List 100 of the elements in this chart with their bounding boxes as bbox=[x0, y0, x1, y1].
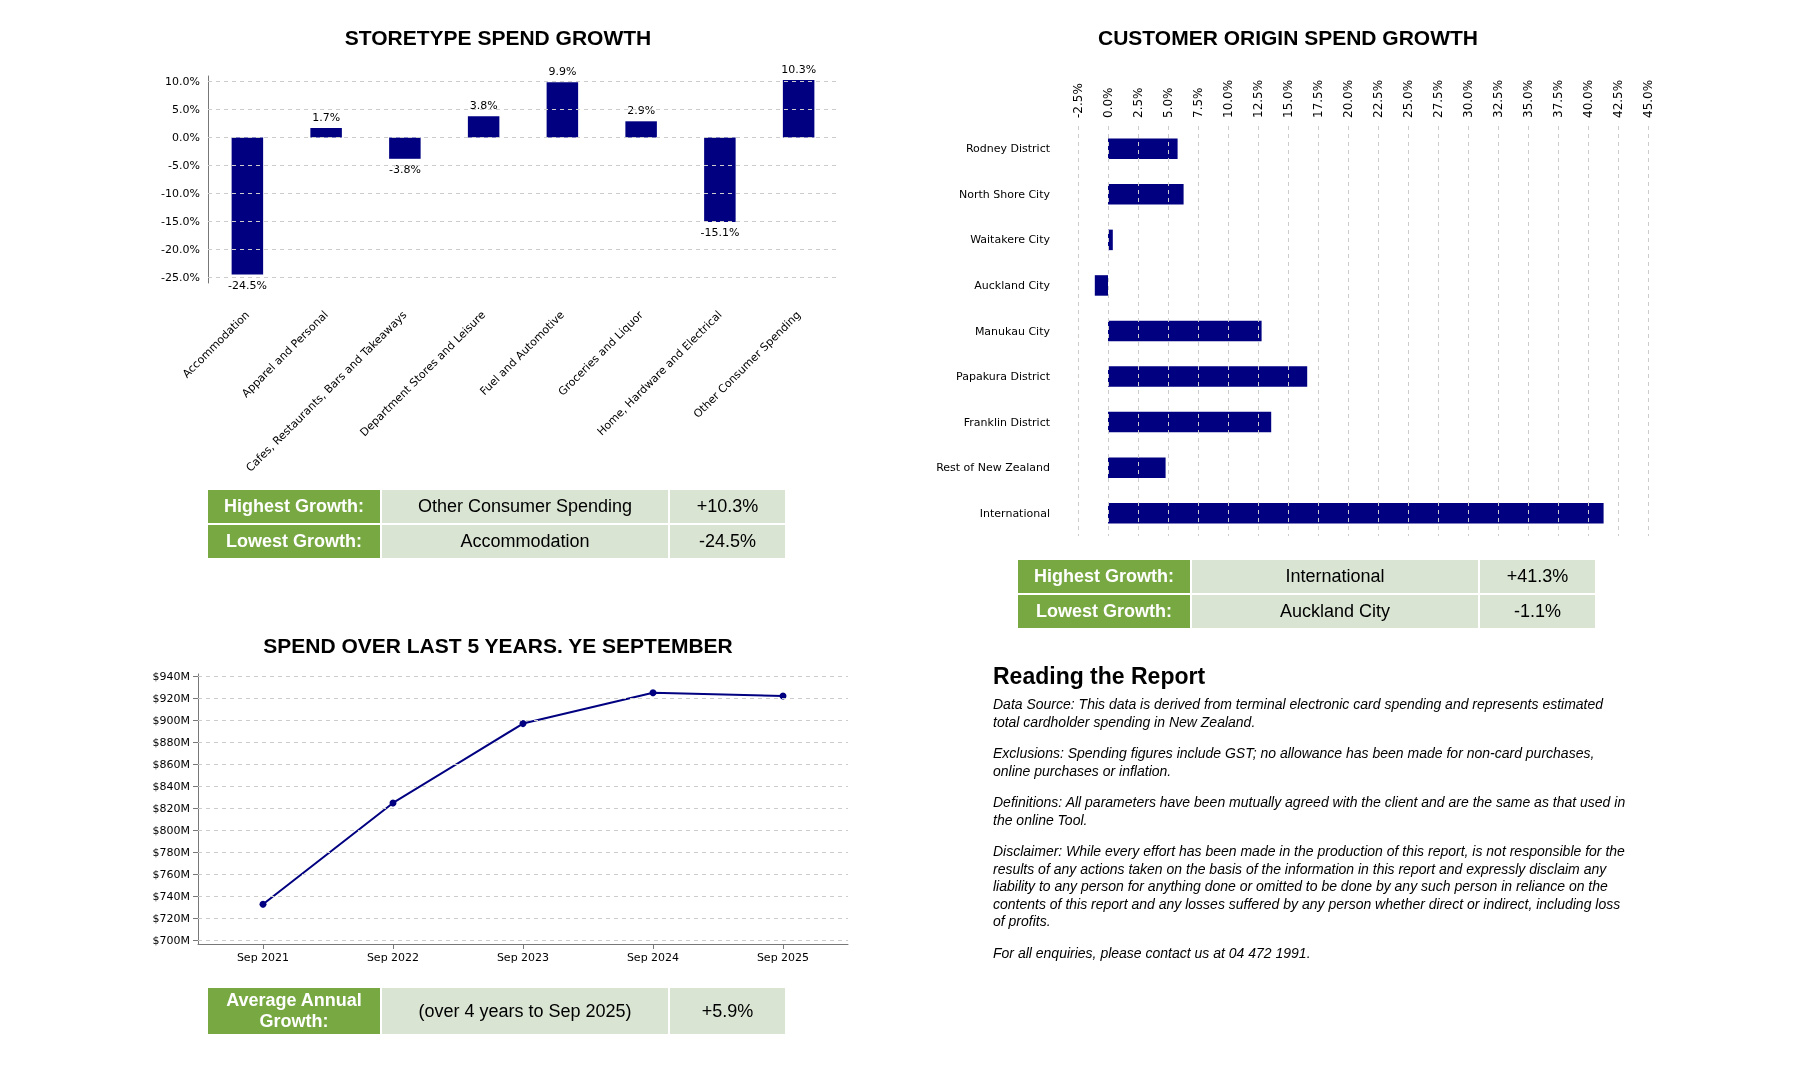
y-tick-label: Rodney District bbox=[965, 142, 1051, 156]
y-tick-label: $900M bbox=[152, 713, 190, 727]
y-tick-label: Rest of New Zealand bbox=[936, 461, 1050, 475]
x-tick-label: 35.0% bbox=[1521, 79, 1535, 118]
x-tick-label: 27.5% bbox=[1431, 79, 1445, 118]
bar bbox=[1108, 366, 1308, 387]
text: Lowest Growth: bbox=[1018, 595, 1190, 628]
y-tick-label: -20.0% bbox=[161, 242, 200, 256]
y-tick-label: Auckland City bbox=[974, 278, 1051, 292]
y-tick-label: $940M bbox=[152, 669, 190, 683]
bar bbox=[467, 116, 500, 138]
text: Accommodation bbox=[382, 525, 668, 558]
x-tick-label: 22.5% bbox=[1371, 79, 1385, 118]
bar bbox=[389, 137, 421, 159]
x-tick-label: 42.5% bbox=[1611, 79, 1625, 118]
text: -1.1% bbox=[1480, 595, 1595, 628]
x-tick-label: Sep 2025 bbox=[756, 951, 810, 964]
data-label: 10.3% bbox=[781, 62, 817, 76]
text: Auckland City bbox=[1192, 595, 1478, 628]
y-tick-label: $760M bbox=[152, 868, 190, 882]
y-tick-label: $840M bbox=[152, 779, 190, 793]
chart-title: STORETYPE SPEND GROWTH bbox=[343, 26, 653, 51]
bar bbox=[1108, 320, 1262, 342]
bar bbox=[231, 137, 264, 275]
x-tick-label: 32.5% bbox=[1491, 79, 1505, 118]
data-label: 1.7% bbox=[312, 111, 341, 125]
text: Lowest Growth: bbox=[208, 525, 380, 558]
data-label: -24.5% bbox=[227, 278, 267, 292]
y-tick-label: International bbox=[979, 506, 1050, 520]
text: Reading the Report bbox=[993, 663, 1207, 690]
x-tick-label: 17.5% bbox=[1311, 79, 1325, 118]
x-tick-label: Sep 2021 bbox=[236, 951, 290, 964]
text: (over 4 years to Sep 2025) bbox=[382, 988, 668, 1034]
y-tick-label: -25.0% bbox=[161, 270, 200, 284]
bar bbox=[1108, 502, 1604, 524]
y-tick-label: $800M bbox=[152, 823, 190, 837]
y-tick-label: -10.0% bbox=[161, 186, 200, 200]
bar bbox=[1108, 457, 1166, 478]
x-tick-label: 7.5% bbox=[1191, 87, 1205, 118]
y-tick-label: 0.0% bbox=[172, 131, 200, 145]
y-tick-label: $820M bbox=[152, 801, 190, 815]
bar bbox=[546, 82, 579, 138]
text: -24.5% bbox=[670, 525, 785, 558]
x-tick-label: 30.0% bbox=[1461, 79, 1475, 118]
bar bbox=[1108, 184, 1184, 205]
point bbox=[649, 689, 657, 697]
x-tick-label: -2.5% bbox=[1071, 83, 1085, 118]
text: International bbox=[1192, 560, 1478, 593]
x-tick-label: 40.0% bbox=[1581, 79, 1595, 118]
bar bbox=[782, 79, 815, 138]
x-tick-label: 10.0% bbox=[1221, 79, 1235, 118]
y-tick-label: $740M bbox=[152, 890, 190, 904]
text: +10.3% bbox=[670, 490, 785, 523]
y-tick-label: $780M bbox=[152, 846, 190, 860]
source-note: Data Source: This data is derived from terminal electronic card spending and represents estimated total cardholder spending in New Zealand. bbox=[993, 696, 1605, 731]
data-label: -3.8% bbox=[388, 162, 421, 176]
y-tick-label: -5.0% bbox=[168, 159, 200, 172]
x-tick-label: 2.5% bbox=[1131, 87, 1145, 118]
y-tick-label: Waitakere City bbox=[970, 233, 1051, 247]
x-tick-label: 20.0% bbox=[1341, 79, 1355, 118]
data-label: 3.8% bbox=[469, 99, 498, 113]
text: Highest Growth: bbox=[208, 490, 380, 523]
text: Disclaimer: While every effort has been made in the production of this report, is not responsible for the results of any actions taken on the basis of the information in this report and expressly disclaim any liability to any person for anything done or omitted to be done by any such person in reliance on the contents of this report and any losses suffered by any person whether direct or indirect, including loss of profits. bbox=[993, 843, 1626, 931]
bar bbox=[625, 121, 657, 138]
text: +41.3% bbox=[1480, 560, 1595, 593]
text: Definitions: All parameters have been mutually agreed with the client and are the same as that used in the online Tool. bbox=[993, 794, 1627, 829]
x-tick-label: Sep 2023 bbox=[496, 951, 550, 964]
point bbox=[519, 720, 527, 728]
y-tick-label: Papakura District bbox=[956, 370, 1051, 384]
bar bbox=[310, 128, 342, 138]
text: For all enquiries, please contact us at 04 472 1991. bbox=[993, 944, 1312, 962]
x-tick-label: 37.5% bbox=[1551, 79, 1565, 118]
text: Exclusions: Spending figures include GST; no allowance has been made for non-card purchases, online purchases or inflation. bbox=[993, 745, 1596, 780]
x-tick-label: 25.0% bbox=[1401, 79, 1415, 118]
x-tick-label: Sep 2022 bbox=[366, 951, 420, 964]
x-tick-label: 0.0% bbox=[1101, 87, 1115, 118]
y-tick-label: $920M bbox=[152, 691, 190, 705]
y-tick-label: -15.0% bbox=[161, 214, 200, 228]
bar bbox=[1094, 275, 1108, 296]
bar bbox=[1108, 229, 1113, 251]
bar bbox=[1108, 138, 1178, 160]
y-tick-label: North Shore City bbox=[958, 187, 1051, 201]
bar bbox=[704, 137, 736, 222]
y-tick-label: $880M bbox=[152, 735, 190, 749]
text: Other Consumer Spending bbox=[382, 490, 668, 523]
text: Average Annual Growth: bbox=[208, 988, 380, 1034]
x-tick-label: 5.0% bbox=[1161, 87, 1175, 118]
bar bbox=[1108, 411, 1272, 433]
x-tick-label: 45.0% bbox=[1641, 79, 1655, 118]
chart-title: CUSTOMER ORIGIN SPEND GROWTH bbox=[1097, 26, 1479, 51]
y-tick-label: Franklin District bbox=[963, 415, 1051, 429]
text: +5.9% bbox=[670, 988, 785, 1034]
chart-title: SPEND OVER LAST 5 YEARS. YE SEPTEMBER bbox=[262, 634, 734, 659]
y-tick-label: Manukau City bbox=[974, 324, 1051, 338]
data-label: 9.9% bbox=[548, 65, 577, 79]
text: Highest Growth: bbox=[1018, 560, 1190, 593]
x-tick-label: Sep 2024 bbox=[626, 951, 680, 964]
x-tick-label: 12.5% bbox=[1251, 79, 1265, 118]
y-tick-label: $860M bbox=[152, 757, 190, 771]
y-tick-label: $720M bbox=[152, 912, 190, 926]
